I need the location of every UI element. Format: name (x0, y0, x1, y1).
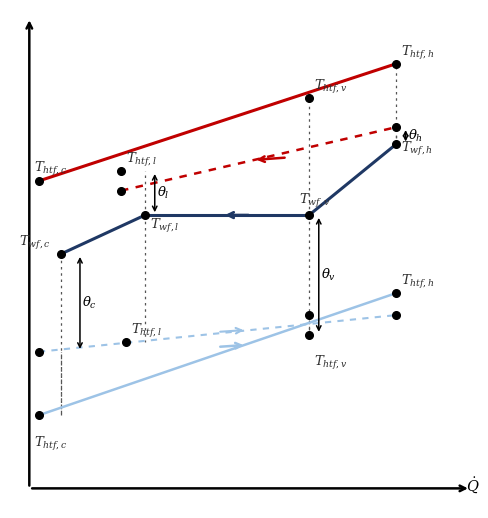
Text: $\theta_l$: $\theta_l$ (157, 185, 170, 201)
Text: $T_{htf,v}$: $T_{htf,v}$ (314, 78, 348, 95)
Text: $T_{wf,l}$: $T_{wf,l}$ (150, 217, 180, 235)
Text: $\theta_v$: $\theta_v$ (321, 267, 336, 283)
Text: $T_{wf,v}$: $T_{wf,v}$ (300, 192, 331, 210)
Text: $T_{htf,l}$: $T_{htf,l}$ (126, 151, 157, 169)
Text: $T_{wf,c}$: $T_{wf,c}$ (19, 234, 51, 252)
Text: $T_{wf,h}$: $T_{wf,h}$ (401, 140, 433, 158)
Text: $T_{htf,c}$: $T_{htf,c}$ (34, 435, 68, 453)
Text: $T_{htf,l}$: $T_{htf,l}$ (131, 322, 162, 339)
Text: $T_{htf,v}$: $T_{htf,v}$ (314, 354, 348, 372)
Text: $T_{htf,h}$: $T_{htf,h}$ (401, 272, 435, 291)
Text: $T_{htf,h}$: $T_{htf,h}$ (401, 45, 435, 62)
Text: $\theta_h$: $\theta_h$ (408, 128, 423, 144)
Text: $\dot{Q}$: $\dot{Q}$ (467, 476, 480, 496)
Text: $T_{htf,c}$: $T_{htf,c}$ (34, 161, 68, 179)
Text: $\theta_c$: $\theta_c$ (82, 295, 98, 311)
